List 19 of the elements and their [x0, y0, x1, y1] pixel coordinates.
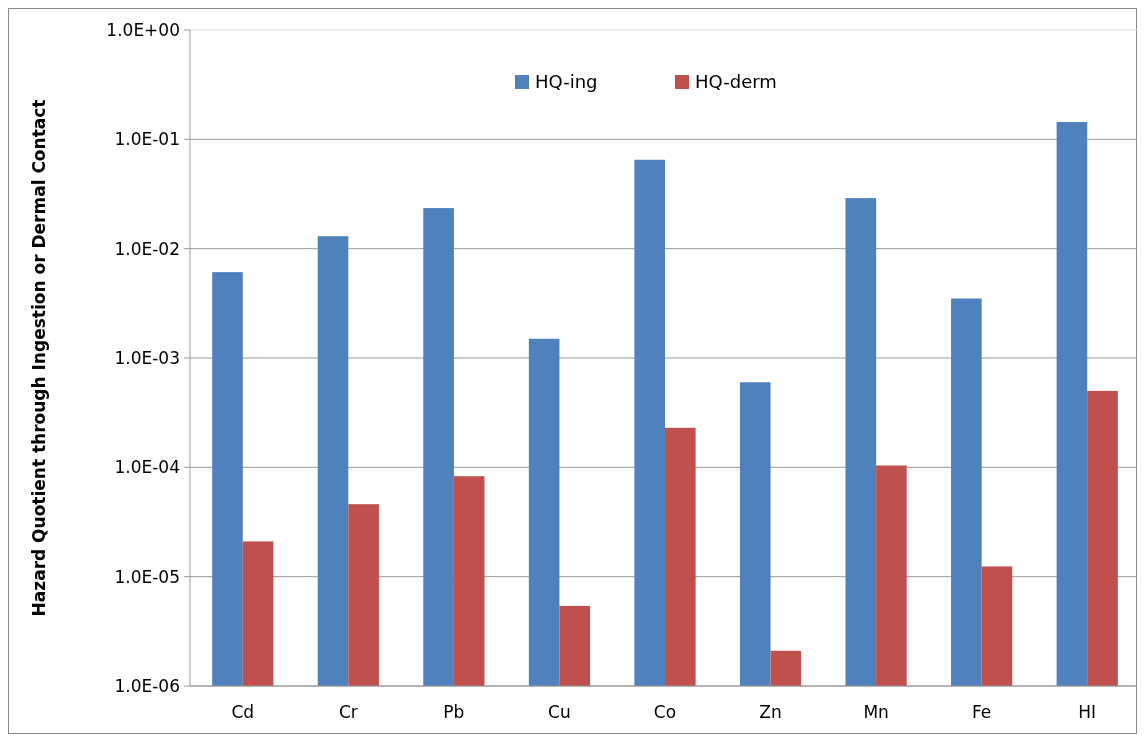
y-tick-label: 1.0E+00 — [106, 19, 180, 40]
x-tick-label: Zn — [759, 702, 782, 722]
x-tick-label: Pb — [443, 702, 465, 722]
x-tick-label: Cu — [548, 702, 571, 722]
y-tick-label: 1.0E-06 — [114, 675, 180, 696]
y-tick-label: 1.0E-05 — [114, 566, 180, 587]
legend-label: HQ-derm — [695, 71, 777, 93]
x-tick-label: Cr — [338, 702, 358, 722]
x-tick-label: Co — [653, 702, 677, 722]
y-tick-label: 1.0E-03 — [114, 347, 180, 368]
y-tick-label: 1.0E-04 — [114, 457, 180, 478]
x-tick-label: Cd — [231, 702, 255, 722]
y-tick-label: 1.0E-01 — [114, 129, 180, 150]
legend-label: HQ-ing — [535, 71, 598, 93]
y-axis-title: Hazard Quotient through Ingestion or Dermal Contact — [29, 99, 49, 617]
y-tick-label: 1.0E-02 — [114, 238, 180, 259]
x-tick-label: HI — [1078, 702, 1097, 722]
x-tick-label: Mn — [863, 702, 889, 722]
x-tick-label: Fe — [972, 702, 992, 722]
